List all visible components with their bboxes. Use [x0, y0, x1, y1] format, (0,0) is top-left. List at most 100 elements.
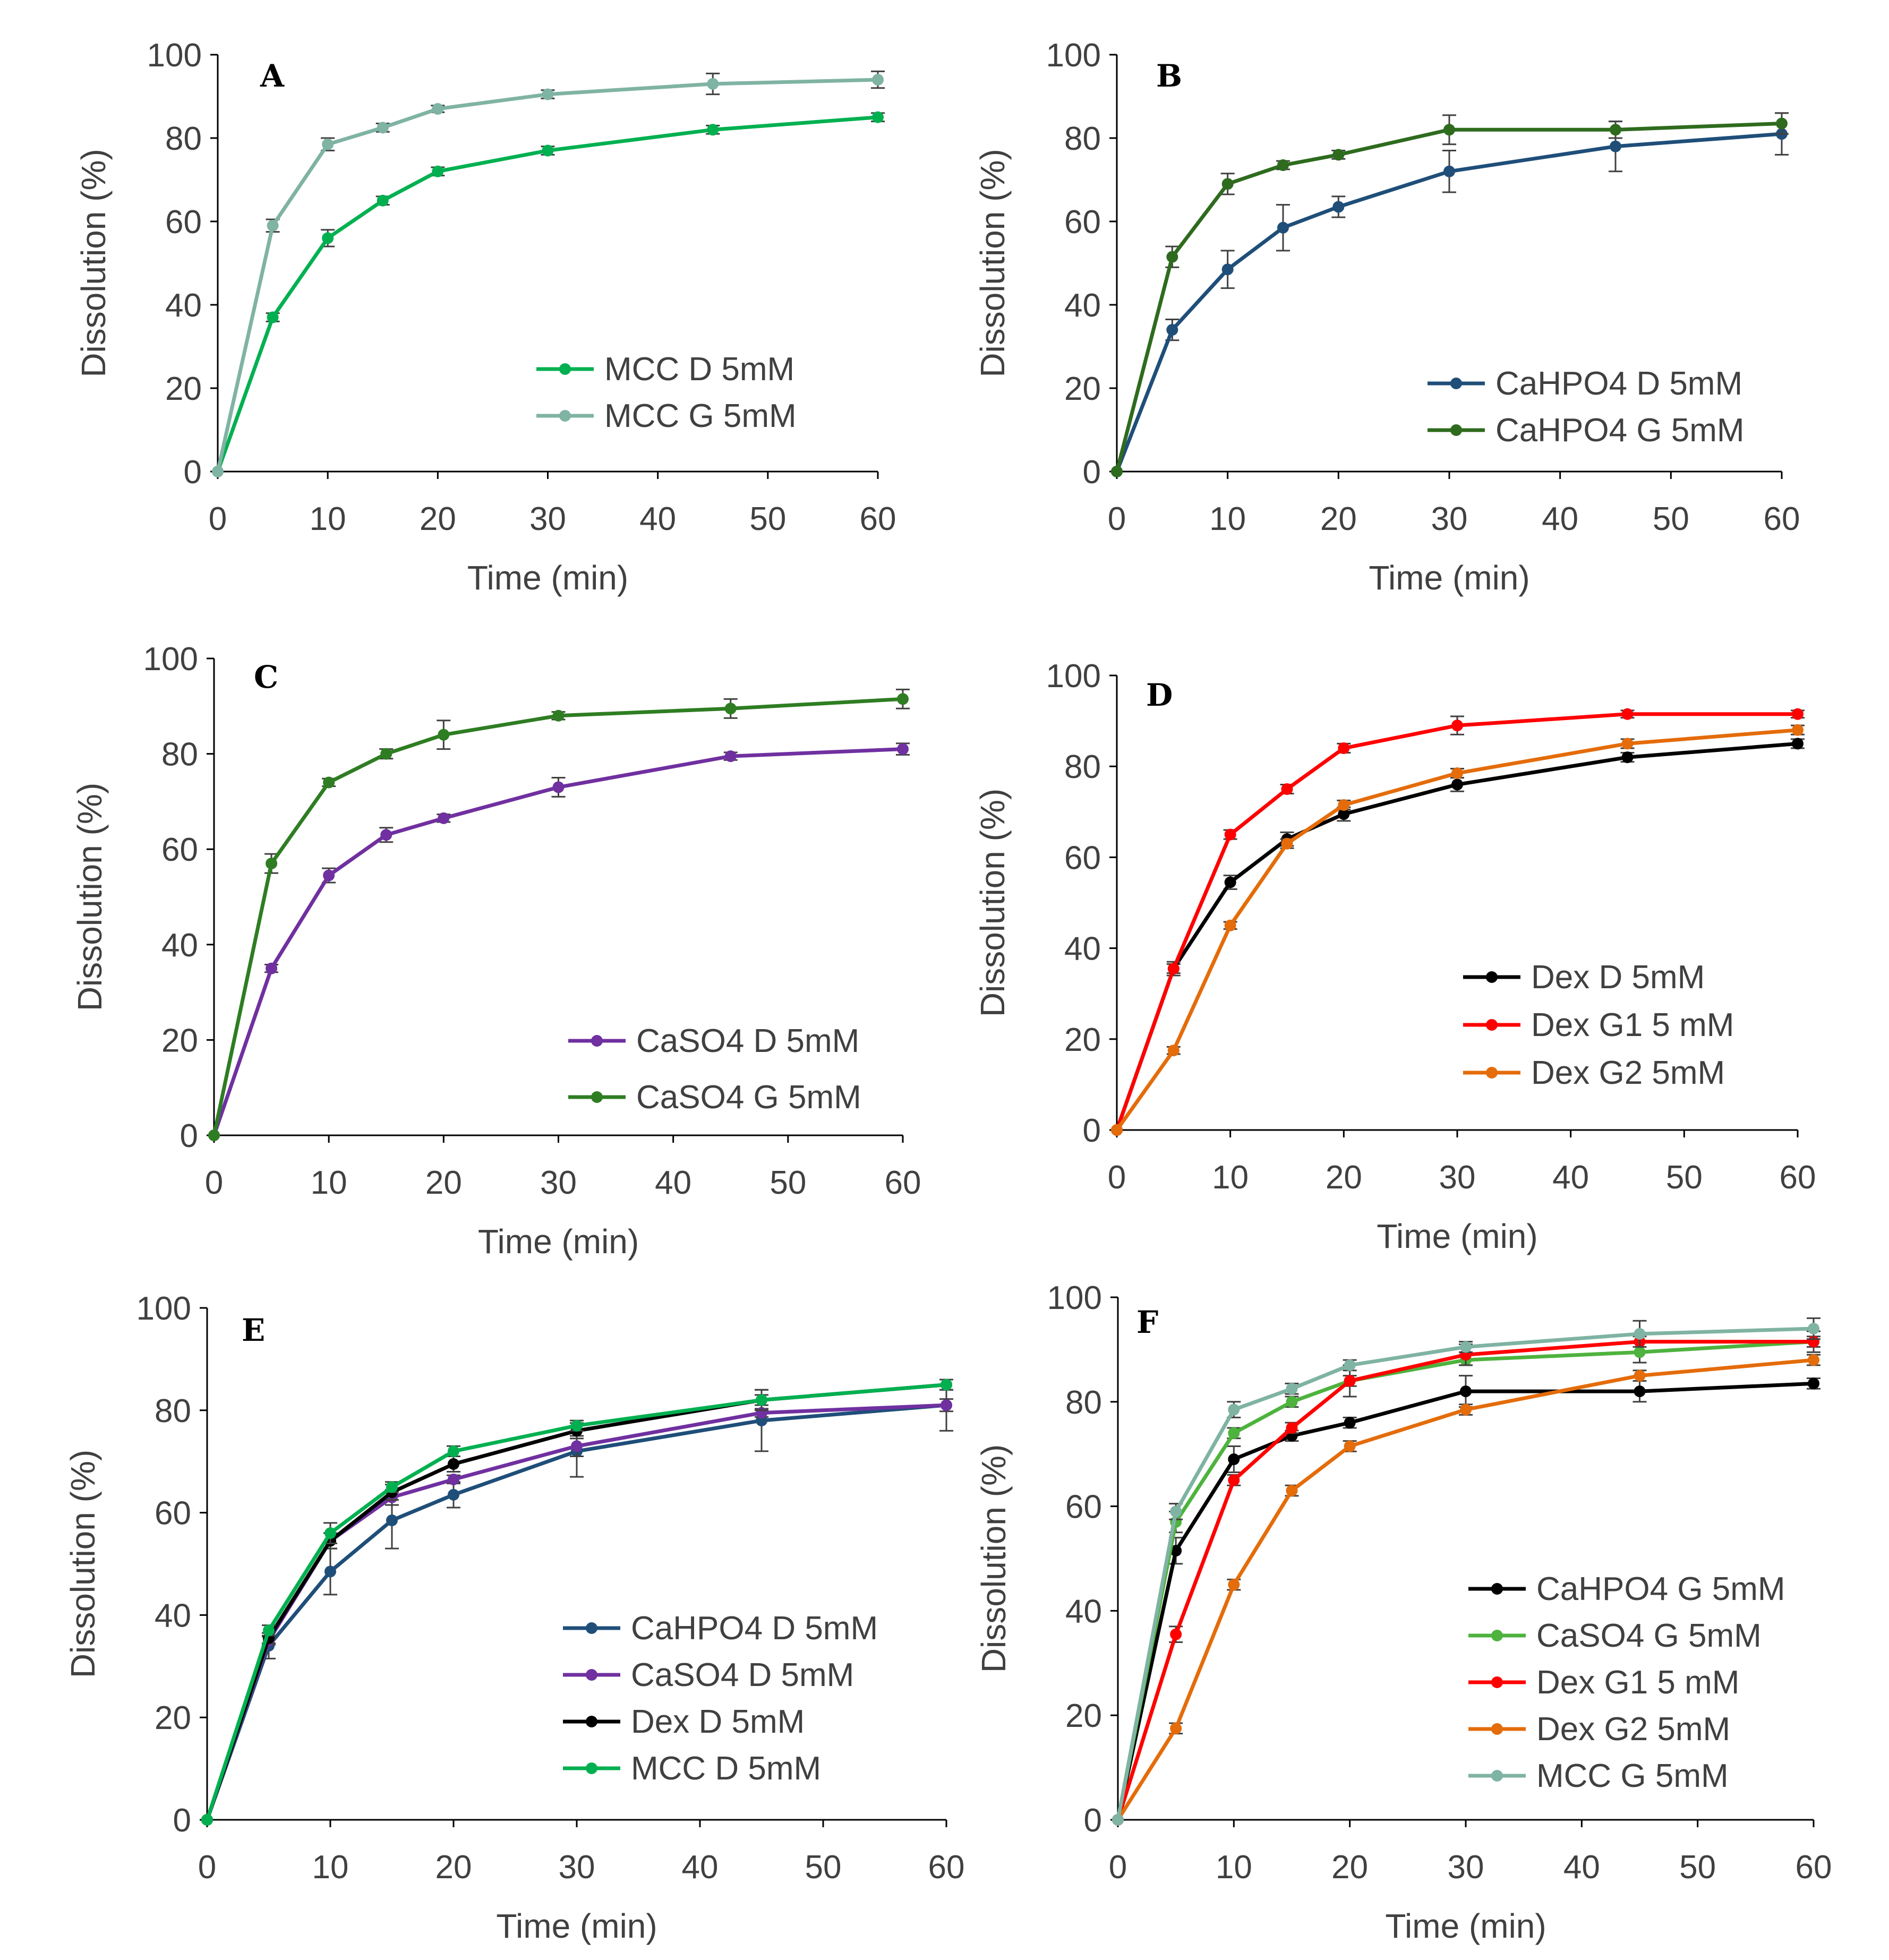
- panel-f-dex-g2-5mm-point: [1286, 1485, 1298, 1497]
- panel-a-mcc-d-5mm-point: [267, 311, 279, 323]
- panel-b: 0 20 40 60 80 100 0 10 20 30 40 50 60 Time (min) Disso…: [973, 37, 1800, 597]
- panel-e-caso4-d-5mm-point: [941, 1399, 952, 1411]
- panel-d-legend: Dex D 5mM Dex G1 5 mM Dex G2 5mM: [1463, 959, 1734, 1091]
- panel-b-cahpo4-d-5mm-point: [1610, 140, 1621, 152]
- panel-b-legend-marker: [1450, 378, 1462, 389]
- panel-c-caso4-d-5mm-point: [724, 750, 737, 763]
- panel-f-dex-g1-5-mm-point: [1286, 1422, 1298, 1434]
- panel-c-y-tick-label: 0: [180, 1118, 198, 1154]
- panel-f-dex-g1-5-mm-point: [1170, 1628, 1182, 1640]
- panel-d-dex-g1-5-mm-line: [1115, 712, 1798, 1131]
- panel-e-y-axis-title: Dissolution (%): [64, 1450, 102, 1678]
- panel-a-x-tick-label: 0: [209, 501, 227, 537]
- panel-e-legend-marker: [586, 1716, 597, 1727]
- panel-c-caso4-d-5mm-line: [212, 747, 903, 1136]
- panel-f-mcc-g-5mm-point: [1228, 1403, 1240, 1416]
- panel-a: 0 20 40 60 80 100 0 10 20 30 40 50 60 Time (min) Disso…: [74, 37, 896, 597]
- panel-e-legend-marker: [586, 1622, 597, 1634]
- panel-a-mcc-d-5mm-line: [216, 115, 878, 473]
- panel-e-legend-label: MCC D 5mM: [631, 1750, 821, 1787]
- panel-f-y-tick-label: 0: [1084, 1802, 1102, 1839]
- panel-d-dex-g1-5-mm-point: [1224, 828, 1236, 841]
- panel-d-legend-marker: [1486, 971, 1498, 983]
- panel-a-y-axis-title: Dissolution (%): [74, 149, 113, 377]
- panel-a-legend-marker: [559, 363, 571, 375]
- panel-f-cahpo4-g-5mm-point: [1170, 1545, 1182, 1557]
- panel-c-x-tick-label: 10: [311, 1165, 347, 1201]
- panel-b-legend-marker: [1450, 424, 1462, 436]
- panel-b-cahpo4-d-5mm-point: [1443, 165, 1455, 177]
- panel-b-cahpo4-g-5mm-series: [1111, 112, 1789, 477]
- panel-e-mcc-d-5mm-point: [386, 1481, 398, 1493]
- panel-b-x-tick-label: 10: [1209, 501, 1246, 537]
- panel-f-mcc-g-5mm-point: [1460, 1341, 1472, 1353]
- panel-f-mcc-g-5mm-point: [1170, 1505, 1182, 1518]
- panel-c-x-tick-label: 0: [205, 1165, 223, 1201]
- panel-e-mcc-d-5mm-point: [756, 1394, 767, 1406]
- panel-f-legend-label: MCC G 5mM: [1536, 1758, 1729, 1794]
- panel-a-y-tick-label: 100: [147, 37, 202, 74]
- panel-a-legend: MCC D 5mM MCC G 5mM: [536, 351, 797, 434]
- panel-e-y-tick-label: 40: [155, 1597, 191, 1634]
- panel-e-y-tick-label: 0: [173, 1802, 191, 1839]
- panel-d: 0 20 40 60 80 100 0 10 20 30 40 50 60 Time (min) Disso…: [973, 658, 1816, 1255]
- panel-b-cahpo4-d-5mm-point: [1166, 324, 1178, 336]
- panel-b-y-tick-label: 20: [1064, 371, 1101, 407]
- panel-c: 0 20 40 60 80 100 0 10 20 30 40 50 60 Time (min) Disso…: [71, 641, 921, 1261]
- panel-e-x-tick-label: 20: [435, 1849, 472, 1886]
- panel-a-mcc-g-5mm-point: [542, 88, 554, 100]
- panel-f-caso4-g-5mm-point: [1286, 1396, 1298, 1408]
- panel-d-legend-marker: [1486, 1019, 1498, 1031]
- panel-b-y-axis-title: Dissolution (%): [973, 149, 1012, 377]
- panel-f-y-tick-label: 40: [1065, 1593, 1102, 1630]
- panel-f-cahpo4-g-5mm-line: [1116, 1381, 1814, 1820]
- panel-c-x-tick-label: 30: [540, 1165, 577, 1201]
- panel-d-y-tick-label: 60: [1064, 840, 1101, 876]
- panel-d-legend-label: Dex D 5mM: [1531, 959, 1705, 996]
- panel-f-dex-g1-5-mm-line: [1116, 1340, 1814, 1821]
- panel-d-x-tick-label: 0: [1108, 1159, 1126, 1196]
- panel-d-dex-g2-5mm-point: [1621, 738, 1634, 750]
- panel-c-legend: CaSO4 D 5mM CaSO4 G 5mM: [568, 1023, 861, 1116]
- panel-b-y-tick-label: 100: [1046, 37, 1101, 74]
- panel-c-x-tick-label: 20: [425, 1165, 462, 1201]
- panel-e-mcc-d-5mm-point: [571, 1419, 583, 1432]
- panel-a-y-tick-label: 60: [165, 204, 202, 241]
- panel-a-mcc-g-5mm-point: [212, 466, 224, 477]
- panel-d-dex-g2-5mm-point: [1224, 919, 1236, 931]
- panel-e-mcc-d-5mm-point: [448, 1445, 459, 1457]
- panel-c-caso4-d-5mm-point: [552, 781, 565, 793]
- panel-e-cahpo4-d-5mm-point: [324, 1565, 336, 1578]
- panel-d-dex-d-5mm-point: [1792, 738, 1803, 750]
- panel-c-y-tick-label: 100: [143, 641, 198, 678]
- panel-f-dex-g2-5mm-point: [1170, 1722, 1182, 1734]
- panel-f-legend-label: Dex G1 5 mM: [1536, 1664, 1739, 1701]
- panel-d-dex-g2-5mm-line: [1115, 728, 1798, 1132]
- panel-b-label: B: [1156, 58, 1182, 94]
- panel-e-x-tick-label: 60: [928, 1849, 965, 1886]
- panel-e-legend-marker: [586, 1669, 597, 1681]
- panel-a-mcc-g-5mm-point: [267, 219, 279, 232]
- panel-c-caso4-g-5mm-line: [212, 697, 903, 1136]
- panel-b-cahpo4-d-5mm-point: [1277, 221, 1289, 234]
- panel-d-y-tick-label: 100: [1046, 658, 1101, 695]
- panel-e-x-tick-label: 40: [682, 1849, 719, 1886]
- panel-e-caso4-d-5mm-point: [448, 1473, 459, 1485]
- panel-d-y-axis-title: Dissolution (%): [973, 789, 1012, 1017]
- panel-d-dex-g1-5-mm-point: [1281, 783, 1293, 795]
- panel-e-cahpo4-d-5mm-line: [205, 1403, 947, 1821]
- panel-c-legend-marker: [591, 1035, 603, 1047]
- panel-d-x-tick-label: 40: [1552, 1159, 1589, 1196]
- panel-e-x-tick-label: 30: [559, 1849, 595, 1886]
- panel-e-label: E: [242, 1312, 265, 1348]
- panel-b-y-tick-label: 40: [1064, 287, 1101, 324]
- panel-a-x-tick-label: 20: [420, 501, 456, 537]
- panel-c-y-tick-label: 20: [161, 1022, 198, 1059]
- panel-e-legend-label: Dex D 5mM: [631, 1704, 805, 1740]
- panel-a-mcc-d-5mm-point: [432, 165, 444, 177]
- panel-d-dex-g2-5mm-point: [1167, 1045, 1179, 1057]
- panel-a-y-tick-label: 40: [165, 287, 202, 324]
- panel-c-y-tick-label: 80: [161, 737, 198, 773]
- panel-f-caso4-g-5mm-line: [1116, 1340, 1814, 1820]
- panel-f-mcc-g-5mm-point: [1286, 1383, 1298, 1395]
